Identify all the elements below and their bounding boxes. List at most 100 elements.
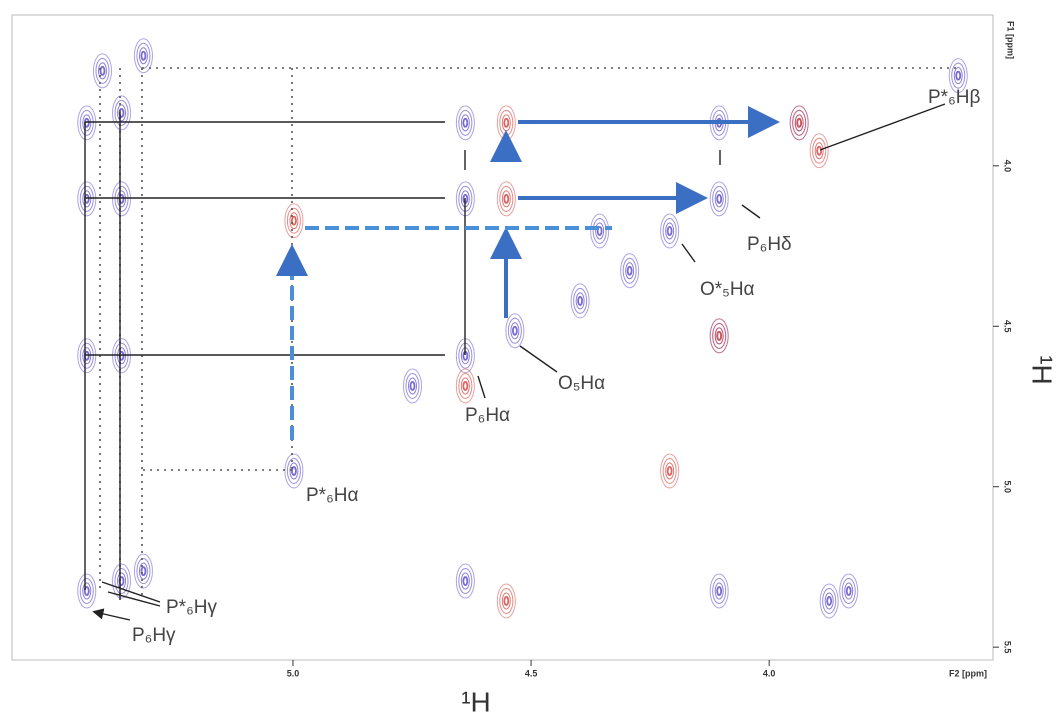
- contour-ring: [819, 583, 839, 619]
- contour-ring: [822, 587, 837, 614]
- contour-ring: [575, 292, 585, 310]
- contour-ring: [99, 65, 106, 76]
- contour-ring: [809, 133, 829, 169]
- contour-ring: [507, 317, 522, 344]
- contour-ring: [79, 109, 94, 136]
- contour-ring: [460, 377, 470, 395]
- annotation: O*₅Hα: [700, 279, 755, 300]
- cross-peak: [92, 53, 112, 89]
- cross-peak: [496, 583, 516, 619]
- contour-ring: [79, 342, 94, 369]
- contour-ring: [814, 142, 824, 160]
- contour-ring: [77, 105, 97, 141]
- x-axis-title: ¹H: [461, 686, 491, 717]
- contour-ring: [660, 453, 680, 489]
- contour-ring: [405, 372, 420, 399]
- contour-ring: [291, 215, 297, 226]
- contour-ring: [499, 185, 514, 212]
- annotation: P₆Hγ: [132, 625, 176, 646]
- contour-ring: [596, 226, 603, 236]
- contour-ring: [458, 568, 473, 595]
- contour-ring: [789, 105, 809, 141]
- contour-ring: [409, 381, 416, 391]
- contour-ring: [712, 185, 727, 212]
- contour-ring: [666, 226, 673, 236]
- contour-ring: [665, 222, 675, 240]
- contour-ring: [716, 193, 723, 204]
- y-tick-label: 4.0: [1003, 160, 1013, 173]
- contour-ring: [77, 338, 97, 374]
- contour-ring: [133, 553, 153, 589]
- y-tick-label: 4.5: [1003, 320, 1013, 333]
- contour-ring: [625, 262, 635, 280]
- contour-ring: [595, 222, 605, 240]
- annotation: P*₆Hγ: [166, 597, 217, 618]
- contour-ring: [117, 104, 127, 122]
- contour-ring: [505, 313, 525, 349]
- cross-peak: [839, 573, 859, 609]
- contour-ring: [503, 193, 510, 204]
- cross-peak: [496, 105, 516, 141]
- contour-ring: [948, 58, 968, 94]
- contour-ring: [133, 38, 153, 74]
- contour-ring: [794, 114, 804, 132]
- y-tick-label: 5.0: [1003, 480, 1013, 493]
- contour-ring: [92, 53, 112, 89]
- contour-ring: [845, 586, 852, 596]
- contour-ring: [402, 368, 422, 404]
- contour-ring: [496, 583, 516, 619]
- cross-peak: [455, 105, 475, 141]
- contour-ring: [284, 203, 304, 239]
- contour-ring: [953, 67, 963, 85]
- contour-ring: [140, 50, 147, 61]
- contour-ring: [77, 181, 97, 217]
- contour-ring: [662, 217, 677, 244]
- contour-ring: [455, 105, 475, 141]
- cross-peak: [620, 253, 640, 289]
- contour-ring: [79, 578, 94, 605]
- contour-ring: [577, 296, 584, 306]
- contour-ring: [709, 181, 729, 217]
- contour-ring: [112, 95, 132, 131]
- contour-ring: [712, 322, 727, 349]
- contour-ring: [82, 190, 92, 208]
- cross-peak: [112, 338, 132, 374]
- contour-ring: [114, 568, 129, 595]
- x-tick-label: 4.5: [525, 668, 538, 678]
- dotted-line: [99, 67, 960, 600]
- contour-ring: [824, 592, 834, 610]
- cross-peak: [819, 583, 839, 619]
- cross-peak: [709, 318, 729, 354]
- contour-ring: [136, 42, 151, 69]
- pointer: [95, 103, 946, 620]
- cross-peak: [284, 453, 304, 489]
- contour-ring: [112, 338, 132, 374]
- contour-ring: [712, 578, 727, 605]
- cross-peak: [112, 181, 132, 217]
- cross-peak: [505, 313, 525, 349]
- contour-ring: [714, 582, 724, 600]
- contour-ring: [462, 576, 469, 586]
- contour-ring: [951, 62, 966, 89]
- contour-ring: [714, 327, 724, 345]
- cross-peak: [570, 283, 590, 319]
- contour-ring: [289, 212, 299, 230]
- contour-ring: [592, 217, 607, 244]
- contour-ring: [286, 207, 301, 234]
- contour-ring: [570, 283, 590, 319]
- contour-ring: [503, 596, 510, 606]
- contour-ring: [812, 137, 827, 164]
- contour-ring: [844, 582, 854, 600]
- contour-ring: [112, 563, 132, 599]
- contour-ring: [841, 578, 856, 605]
- x-tick-label: 5.0: [287, 668, 300, 678]
- contour-ring: [496, 181, 516, 217]
- contour-ring: [816, 145, 823, 156]
- contour-ring: [709, 573, 729, 609]
- y-unit-label: F1 [ppm]: [1006, 21, 1016, 59]
- contour-ring: [716, 586, 723, 596]
- contour-ring: [95, 57, 110, 84]
- cross-peak: [590, 213, 610, 249]
- contour-ring: [626, 265, 633, 276]
